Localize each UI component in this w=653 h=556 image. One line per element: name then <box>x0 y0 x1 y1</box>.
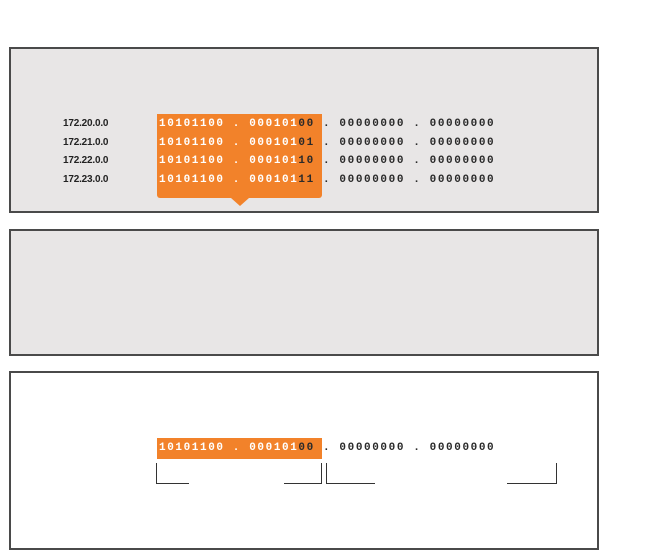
network-bracket-left <box>156 463 189 484</box>
binary-common-bits: 10101100 . 000101 <box>159 137 299 149</box>
binary-remaining-bits: 10 . 00000000 . 00000000 <box>298 155 496 167</box>
network-bracket-right <box>284 463 322 484</box>
binary-common-bits: 10101100 . 000101 <box>159 174 299 186</box>
binary-row: 10101100 . 00010110 . 00000000 . 0000000… <box>159 155 495 167</box>
host-bracket-left <box>326 463 375 484</box>
binary-row: 10101100 . 00010100 . 00000000 . 0000000… <box>159 442 495 454</box>
binary-common-bits: 10101100 . 000101 <box>159 118 299 130</box>
common-bits-highlight <box>157 438 322 459</box>
binary-row: 10101100 . 00010111 . 00000000 . 0000000… <box>159 174 495 186</box>
empty-panel <box>9 229 599 356</box>
ip-address: 172.20.0.0 <box>63 118 109 129</box>
host-bracket-right <box>507 463 557 484</box>
binary-row: 10101100 . 00010100 . 00000000 . 0000000… <box>159 118 495 130</box>
summary-panel: 10101100 . 00010100 . 00000000 . 0000000… <box>9 371 599 550</box>
common-bits-highlight <box>157 114 322 198</box>
binary-remaining-bits: 00 . 00000000 . 00000000 <box>298 442 496 454</box>
binary-row: 10101100 . 00010101 . 00000000 . 0000000… <box>159 137 495 149</box>
highlight-pointer <box>231 198 249 206</box>
binary-remaining-bits: 01 . 00000000 . 00000000 <box>298 137 496 149</box>
binary-common-bits: 10101100 . 000101 <box>159 442 299 454</box>
address-list-panel: 172.20.0.0 172.21.0.0 172.22.0.0 172.23.… <box>9 47 599 213</box>
ip-address: 172.23.0.0 <box>63 174 109 185</box>
binary-remaining-bits: 00 . 00000000 . 00000000 <box>298 118 496 130</box>
ip-address: 172.21.0.0 <box>63 137 109 148</box>
binary-remaining-bits: 11 . 00000000 . 00000000 <box>298 174 496 186</box>
ip-address: 172.22.0.0 <box>63 155 109 166</box>
binary-common-bits: 10101100 . 000101 <box>159 155 299 167</box>
